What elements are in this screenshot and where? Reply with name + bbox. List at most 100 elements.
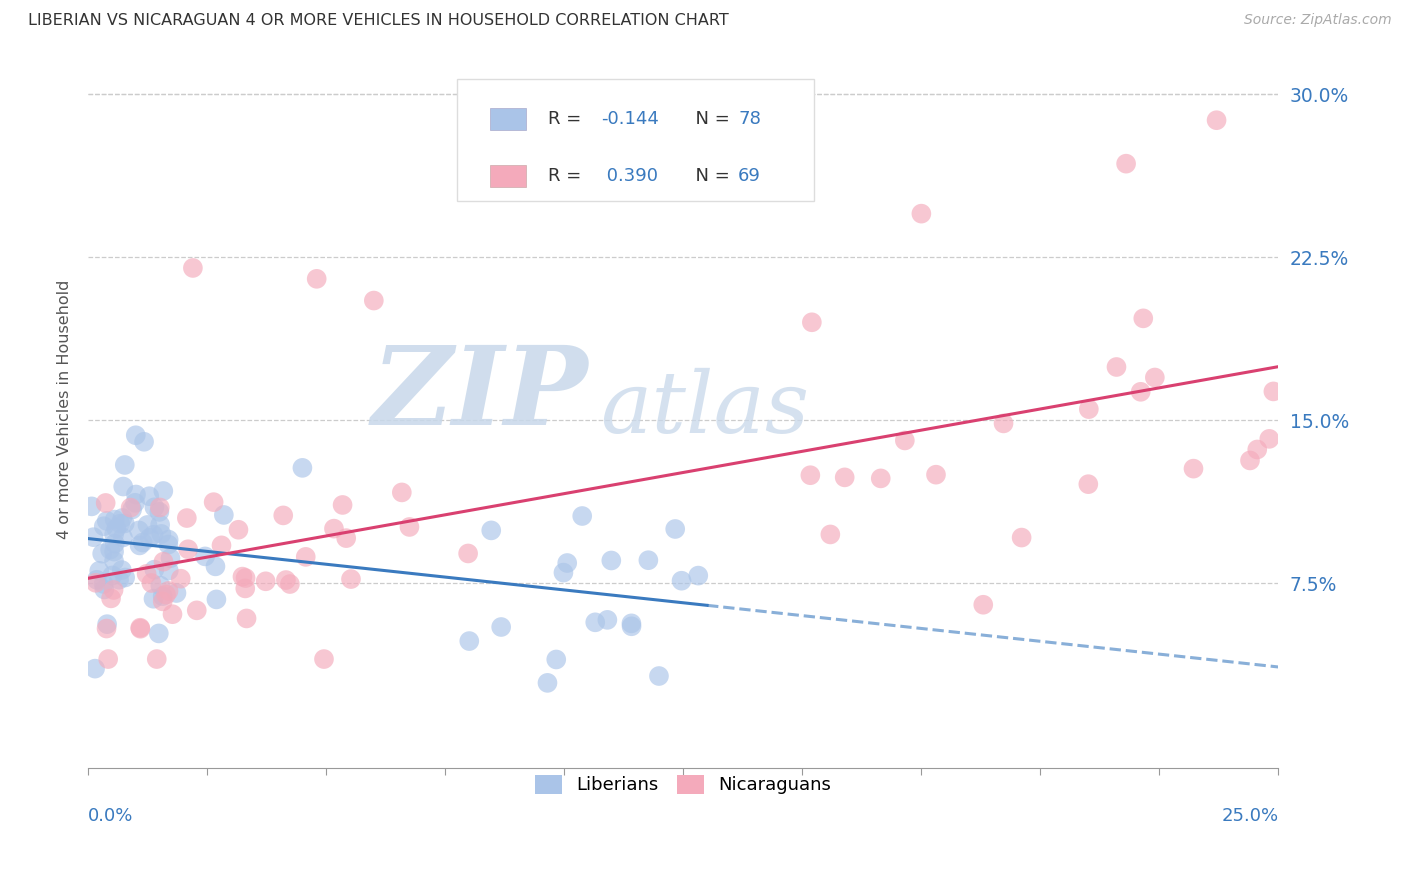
Point <box>800 315 823 329</box>
Text: -0.144: -0.144 <box>602 110 659 128</box>
Point <box>231 569 253 583</box>
FancyBboxPatch shape <box>491 108 526 129</box>
Point <box>688 568 710 582</box>
Point <box>80 500 103 514</box>
Point <box>181 260 204 275</box>
Point <box>143 500 166 515</box>
Point <box>648 669 671 683</box>
Point <box>335 531 357 545</box>
Point <box>170 572 193 586</box>
Point <box>114 516 136 531</box>
Point <box>149 500 172 515</box>
Point <box>125 487 148 501</box>
Text: N =: N = <box>685 167 735 186</box>
Point <box>332 498 354 512</box>
Point <box>162 607 184 622</box>
Point <box>149 578 172 592</box>
Point <box>312 652 335 666</box>
Point <box>159 551 181 566</box>
Point <box>111 531 134 545</box>
Point <box>600 553 623 567</box>
Text: Source: ZipAtlas.com: Source: ZipAtlas.com <box>1244 13 1392 28</box>
Point <box>546 652 568 666</box>
Point <box>910 207 932 221</box>
FancyBboxPatch shape <box>457 79 814 202</box>
Point <box>128 524 150 538</box>
Text: atlas: atlas <box>600 368 808 450</box>
Point <box>104 536 127 550</box>
Text: 25.0%: 25.0% <box>1222 807 1278 825</box>
Point <box>489 620 512 634</box>
Point <box>97 652 120 666</box>
Point <box>84 575 107 590</box>
Point <box>204 559 226 574</box>
Text: R =: R = <box>547 167 586 186</box>
Point <box>1011 531 1033 545</box>
Point <box>176 511 198 525</box>
Point <box>457 546 479 560</box>
Point <box>479 524 502 538</box>
Point <box>94 496 117 510</box>
Point <box>129 622 152 636</box>
Point <box>155 588 177 602</box>
Point <box>131 535 153 549</box>
Point <box>820 527 842 541</box>
Point <box>98 542 121 557</box>
Point <box>103 554 125 568</box>
Point <box>136 517 159 532</box>
Point <box>671 574 693 588</box>
Point <box>152 483 174 498</box>
Point <box>101 568 124 582</box>
Point <box>233 582 256 596</box>
Point <box>211 538 233 552</box>
Point <box>121 502 143 516</box>
Point <box>205 592 228 607</box>
Point <box>278 577 301 591</box>
Point <box>391 485 413 500</box>
Point <box>1182 461 1205 475</box>
Point <box>323 522 346 536</box>
Point <box>103 582 125 597</box>
Point <box>112 479 135 493</box>
FancyBboxPatch shape <box>491 165 526 187</box>
Point <box>553 566 575 580</box>
Point <box>128 538 150 552</box>
Point <box>111 511 134 525</box>
Point <box>1077 477 1099 491</box>
Point <box>1239 453 1261 467</box>
Point <box>125 428 148 442</box>
Point <box>228 523 250 537</box>
Point <box>993 417 1015 431</box>
Point <box>84 662 107 676</box>
Point <box>103 527 125 541</box>
Point <box>1263 384 1285 399</box>
Point <box>363 293 385 308</box>
Text: 0.390: 0.390 <box>602 167 658 186</box>
Point <box>637 553 659 567</box>
Point <box>135 566 157 581</box>
Text: 0.0%: 0.0% <box>89 807 134 825</box>
Point <box>583 615 606 630</box>
Point <box>82 530 104 544</box>
Point <box>620 616 643 631</box>
Point <box>202 495 225 509</box>
Point <box>142 591 165 606</box>
Point <box>254 574 277 589</box>
Point <box>138 489 160 503</box>
Point <box>1115 156 1137 170</box>
Point <box>141 576 163 591</box>
Point <box>124 496 146 510</box>
Point <box>157 537 180 551</box>
Point <box>96 622 118 636</box>
Point <box>799 468 821 483</box>
Point <box>93 582 115 597</box>
Point <box>398 520 420 534</box>
Point <box>291 461 314 475</box>
Point <box>100 591 122 606</box>
Point <box>571 508 593 523</box>
Point <box>150 527 173 541</box>
Point <box>105 521 128 535</box>
Point <box>108 573 131 587</box>
Point <box>235 571 257 585</box>
Point <box>458 634 481 648</box>
